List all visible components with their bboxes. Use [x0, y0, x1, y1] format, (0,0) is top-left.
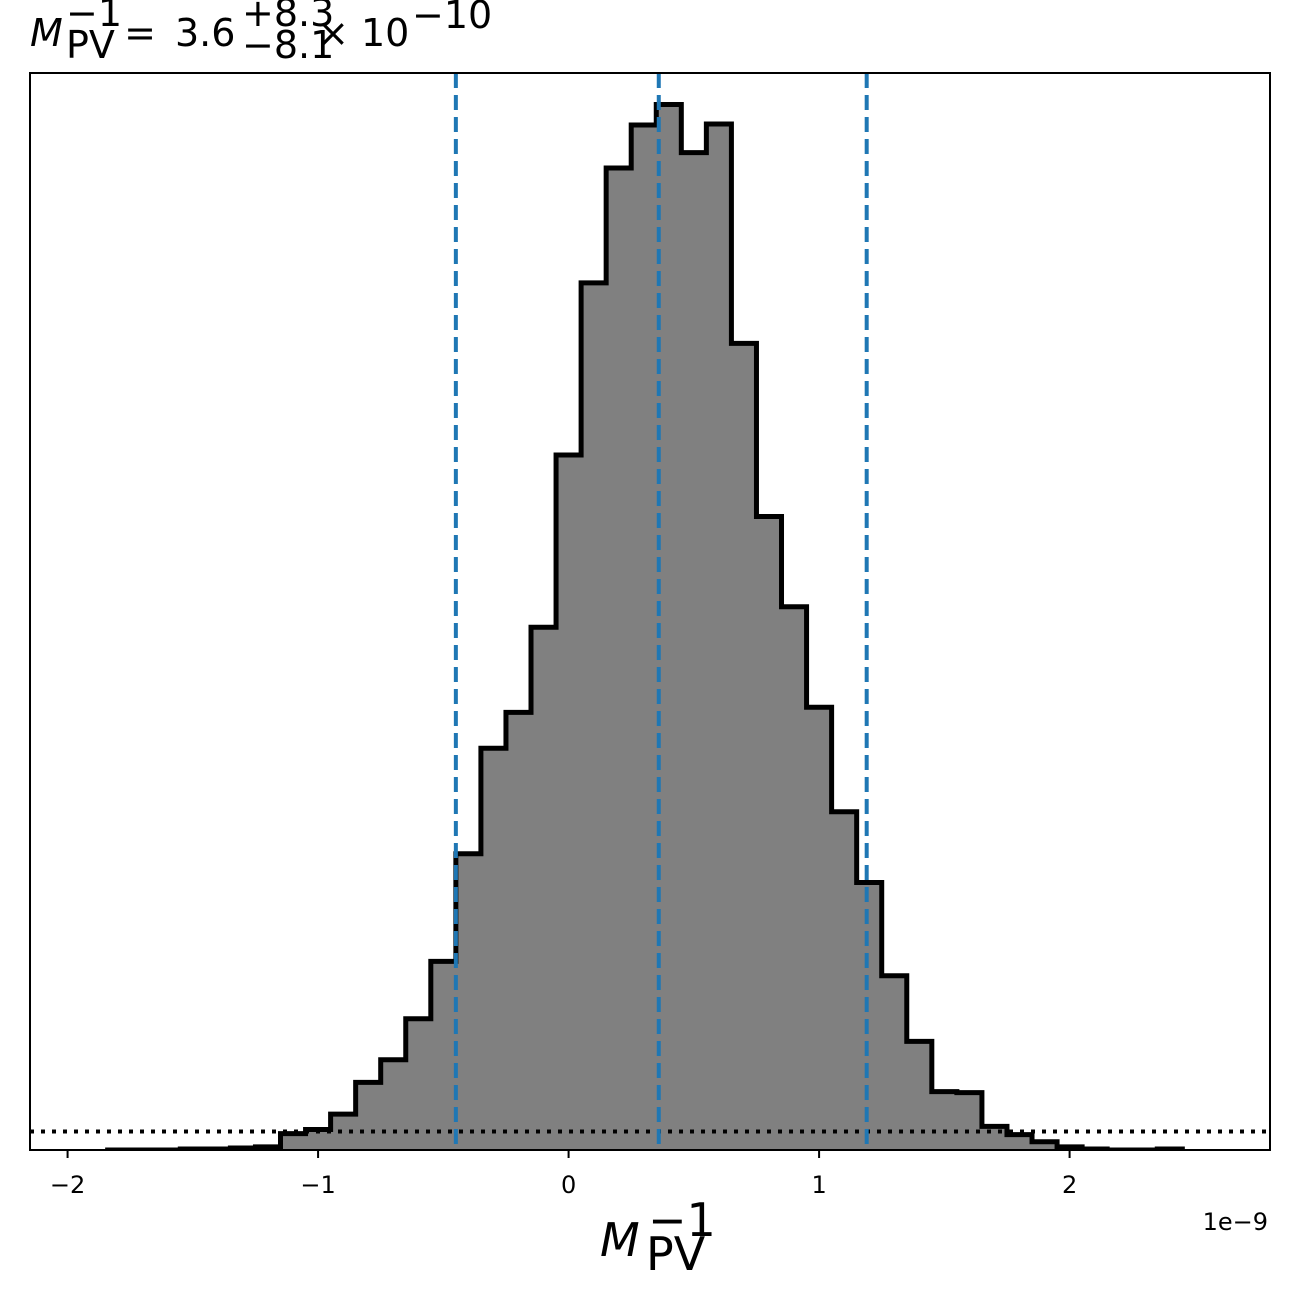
- histogram-bar: [706, 123, 732, 1150]
- histogram-outline: [105, 102, 1185, 1150]
- histogram-bar: [631, 125, 657, 1150]
- x-tick-label: 1: [811, 1171, 826, 1199]
- histogram-bar: [505, 712, 532, 1150]
- histogram-bar: [455, 853, 482, 1150]
- histogram-bar: [305, 1129, 332, 1150]
- title-multiplier: × 10: [305, 11, 409, 55]
- title-error-plus: +8.3: [242, 0, 334, 35]
- histogram-bar: [856, 882, 883, 1150]
- histogram-bar: [531, 627, 557, 1150]
- histogram-bar: [831, 811, 858, 1150]
- histogram-bar: [781, 606, 808, 1150]
- histogram-bar: [931, 1091, 958, 1150]
- title-equals: =: [112, 11, 168, 55]
- x-tick-label: −2: [50, 1171, 85, 1199]
- x-tick-label: 2: [1062, 1171, 1077, 1199]
- histogram-bar: [906, 1041, 933, 1150]
- histogram-bar: [1032, 1141, 1058, 1150]
- title-symbol: M: [30, 11, 63, 55]
- x-axis-ticks: −2 −1 0 1 2: [50, 1150, 1077, 1199]
- histogram-bar: [380, 1059, 407, 1150]
- axes-frame: [29, 72, 1271, 1151]
- histogram-bar: [480, 748, 507, 1150]
- histogram-bar: [405, 1018, 432, 1150]
- histogram-bar: [556, 455, 582, 1150]
- histogram-bar: [806, 707, 833, 1150]
- histogram-bar: [881, 975, 908, 1150]
- chart-title: M PV −1 = 3.6 +8.3 −8.1 × 10 −10: [30, 0, 492, 67]
- x-axis-label-subscript: PV: [646, 1227, 706, 1281]
- histogram-bar: [581, 282, 607, 1150]
- title-value: 3.6: [175, 11, 235, 55]
- histogram-bar: [280, 1133, 307, 1150]
- histogram-bar: [956, 1092, 983, 1150]
- plot-area: [30, 73, 1270, 1150]
- title-error-minus: −8.1: [242, 23, 334, 67]
- x-axis-label-symbol: M: [600, 1213, 640, 1267]
- x-axis-offset-label: 1e−9: [1203, 1208, 1268, 1236]
- title-symbol-subscript: PV: [66, 23, 115, 67]
- x-tick-label: −1: [300, 1171, 335, 1199]
- histogram-bar: [355, 1082, 382, 1150]
- x-axis-label: M PV −1: [600, 1193, 716, 1281]
- x-axis-label-superscript: −1: [648, 1193, 716, 1247]
- title-exponent: −10: [412, 0, 492, 37]
- x-tick-label: 0: [561, 1171, 576, 1199]
- histogram-bar: [681, 152, 707, 1150]
- histogram-bar: [430, 961, 457, 1150]
- histogram-bar: [606, 168, 632, 1150]
- histogram-bar: [731, 343, 757, 1150]
- histogram-bar: [981, 1126, 1008, 1150]
- histogram-bar: [756, 516, 783, 1150]
- title-symbol-superscript: −1: [66, 0, 122, 35]
- histogram-bar: [1006, 1134, 1033, 1150]
